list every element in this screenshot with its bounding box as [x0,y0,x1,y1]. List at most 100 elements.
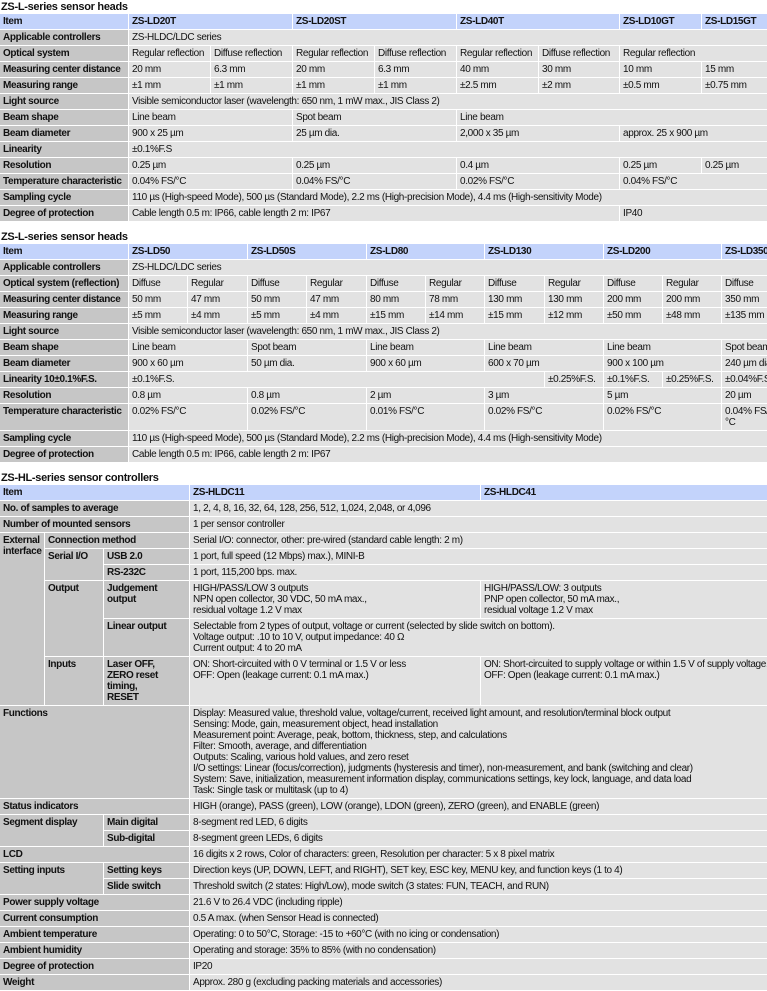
section-title: ZS-L-series sensor heads [1,1,128,13]
table-cell: ±4 mm [188,308,247,323]
table-row: Measuring center distance 50 mm 47 mm 50 mm… [0,292,767,307]
table-row: Status indicators HIGH (orange), PASS (gr… [0,799,767,814]
row-label: Main digital [104,815,189,830]
table-cell: 20 mm [293,62,374,77]
table-cell: ±1 mm [129,78,210,93]
table-cell: 10 mm [620,62,702,77]
table-cell: 2 µm [367,388,484,403]
table-cell: 1 port, 115,200 bps. max. [190,565,767,580]
row-label: Sub-digital [104,831,189,846]
table-cell: Spot beam [722,340,767,355]
table-cell: HIGH/PASS/LOW 3 outputs NPN open collect… [190,581,480,618]
table-cell: ±0.1%F.S. [129,372,544,387]
table-cell: 2,000 x 35 µm [457,126,620,141]
row-label: Weight [0,975,189,990]
row-label: RS-232C [104,565,189,580]
row-label: Linearity [0,142,128,157]
row-label: Number of mounted sensors [0,517,189,532]
row-label: Inputs [45,657,103,705]
table-row: LCD 16 digits x 2 rows, Color of characte… [0,847,767,862]
table-cell: Line beam [129,340,247,355]
table-cell: 30 mm [539,62,620,77]
table-cell: Diffuse [722,276,767,291]
row-label: Degree of protection [0,447,128,462]
row-label: Laser OFF, ZERO reset timing, RESET [104,657,189,705]
table-cell: Spot beam [293,110,457,125]
table-cell: ON: Short-circuited with 0 V terminal or… [190,657,480,705]
table-cell: Regular reflection [129,46,210,61]
table-cell: Visible semiconductor laser (wavelength:… [129,94,767,109]
column-header: ZS-LD130 [485,244,604,259]
table-cell: ±15 mm [485,308,544,323]
row-label: Temperature characteristic [0,174,128,189]
table-cell: ±12 mm [545,308,604,323]
table-cell: 110 µs (High-speed Mode), 500 µs (Standa… [129,190,767,205]
row-label: Measuring center distance [0,62,128,77]
column-header: ZS-LD20ST [293,14,457,29]
row-label: Setting inputs [0,863,103,894]
table-row: RS-232C 1 port, 115,200 bps. max. [0,565,767,580]
table-header-row: Item ZS-HLDC11 ZS-HLDC41 [0,485,767,500]
row-label: Optical system [0,46,128,61]
table-cell: 0.04% FS/°C [293,174,457,189]
section-gap [0,463,767,471]
table-cell: ±15 mm [367,308,425,323]
column-header: ZS-LD50 [129,244,247,259]
table-cell: Diffuse [604,276,663,291]
table-cell: HIGH (orange), PASS (green), LOW (orange… [190,799,767,814]
table-row: Beam shape Line beam Spot beam Line beam [0,110,767,125]
column-header: ZS-LD40T [457,14,620,29]
table-cell: 130 mm [545,292,604,307]
column-header: ZS-HLDC11 [190,485,480,500]
table-cell: Line beam [367,340,484,355]
section-title: ZS-HL-series sensor controllers [1,472,159,484]
table-cell: 6.3 mm [375,62,457,77]
table-cell: 40 mm [457,62,539,77]
table-header-row: Item ZS-LD20T ZS-LD20ST ZS-LD40T ZS-LD10GT ZS… [0,14,767,29]
row-label: Functions [0,706,189,798]
table-cell: Regular reflection [620,46,767,61]
row-label: Judgement output [104,581,189,618]
table-cell: 0.04% FS/°C [722,404,767,430]
table-cell: 0.8 µm [129,388,247,403]
row-label: Current consumption [0,911,189,926]
table-cell: ±1 mm [293,78,374,93]
table-cell: Regular [188,276,247,291]
spec-table: Item ZS-LD50 ZS-LD50S ZS-LD80 ZS-LD130 ZS-LD2… [0,243,767,463]
table-cell: Threshold switch (2 states: High/Low), m… [190,879,767,894]
table-cell: Diffuse [485,276,544,291]
column-header: ZS-LD20T [129,14,292,29]
table-row: Output Judgement output HIGH/PASS/LOW 3 ou… [0,581,767,656]
section-title: ZS-L-series sensor heads [1,231,128,243]
table-cell: 1 per sensor controller [190,517,767,532]
table-cell: ±135 mm [722,308,767,323]
table-cell: 50 mm [129,292,187,307]
table-cell: 50 mm [248,292,306,307]
column-header: ZS-LD200 [604,244,722,259]
row-label: Beam diameter [0,126,128,141]
table-cell: 0.4 µm [457,158,620,173]
row-label: Sampling cycle [0,431,128,446]
table-cell: Diffuse reflection [375,46,457,61]
table-cell: ±0.25%F.S. [663,372,722,387]
table-cell: 200 mm [604,292,663,307]
table-cell: 3 µm [485,388,604,403]
table-cell: ±1 mm [375,78,457,93]
table-cell: 0.5 A max. (when Sensor Head is connecte… [190,911,767,926]
table-cell: ±0.25%F.S. [545,372,604,387]
table-row: Resolution 0.25 µm 0.25 µm 0.4 µm 0.25 µm 0.2… [0,158,767,173]
table-row: Beam diameter 900 x 60 µm 50 µm dia. 900 x … [0,356,767,371]
table-row: Segment display Main digital 8-segment red… [0,815,767,846]
row-label: Linear output [104,619,189,656]
row-label: Measuring center distance [0,292,128,307]
table-cell: Diffuse [248,276,306,291]
row-label: Output [45,581,103,656]
column-header: Item [0,244,128,259]
table-cell: 0.04% FS/°C [620,174,767,189]
table-row: Functions Display: Measured value, thresh… [0,706,767,798]
row-label: Degree of protection [0,959,189,974]
column-header: ZS-LD80 [367,244,484,259]
table-cell: 900 x 100 µm [604,356,722,371]
table-cell: Visible semiconductor laser (wavelength:… [129,324,767,339]
table-cell: 0.25 µm [293,158,457,173]
